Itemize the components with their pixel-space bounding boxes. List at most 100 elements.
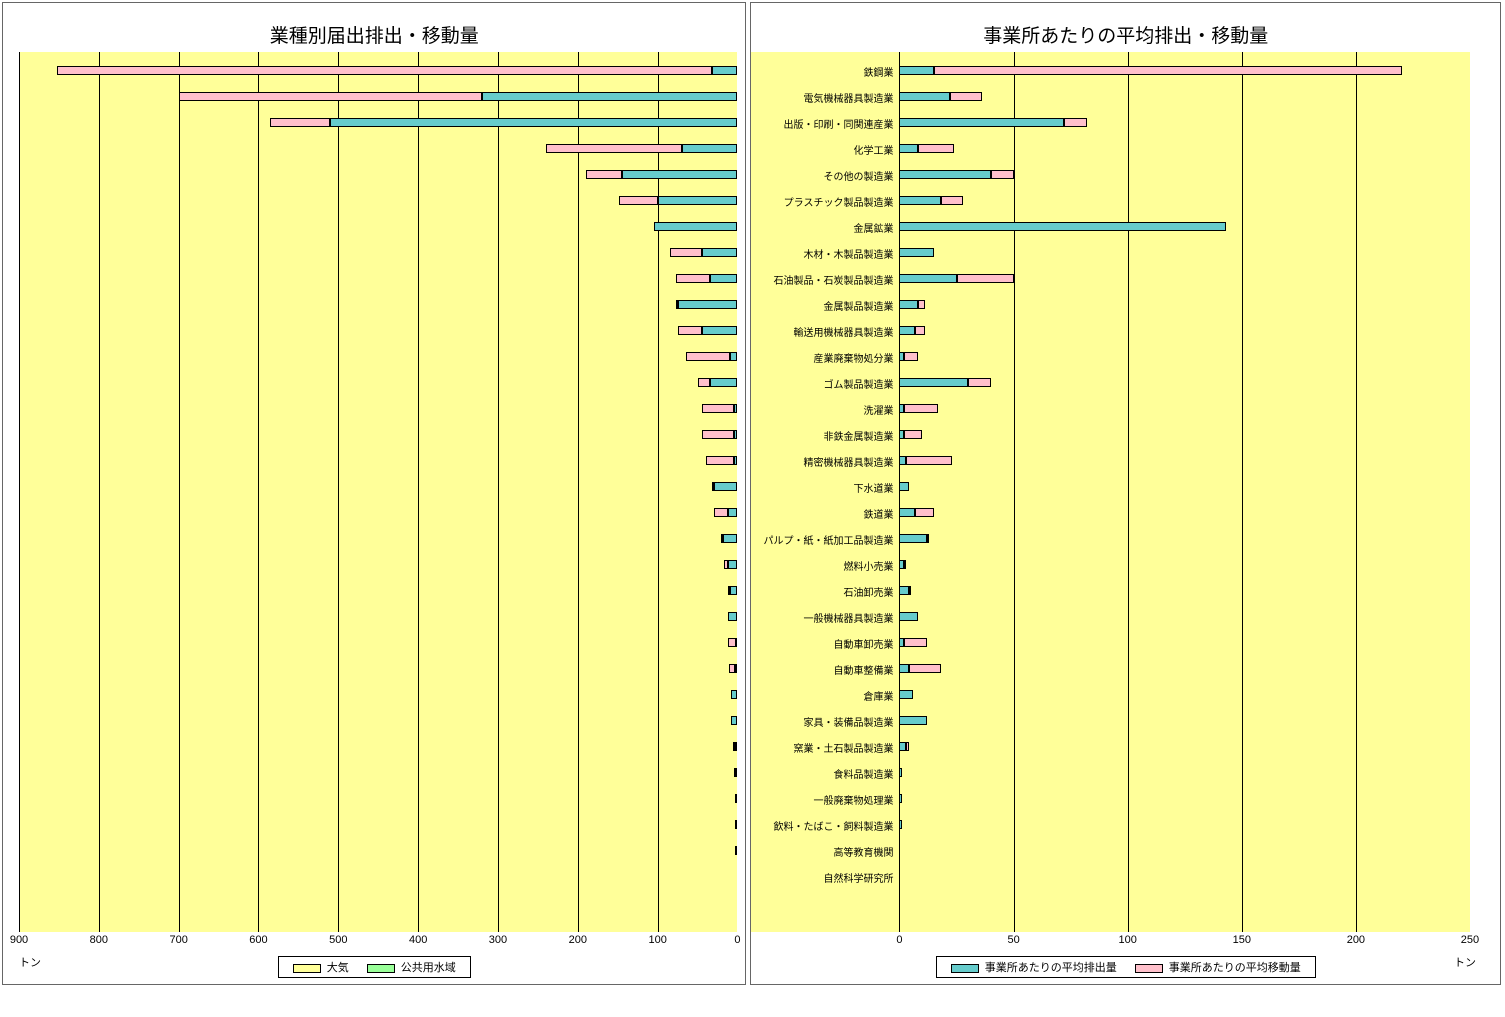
chart-row: 石油製品・石炭製品製造業 [751,274,1470,284]
chart-row: 電気機械器具製造業 [751,92,1470,102]
bar-emission [735,664,737,673]
bar-emission [714,482,738,491]
chart-row: 家具・装備品製造業 [751,716,1470,726]
right-x-axis: トン 050100150200250 [751,932,1470,952]
category-label: 食料品製造業 [751,766,899,781]
bar-avg-emission [899,586,908,595]
x-tick: 900 [10,934,28,946]
bar-transfer [734,768,736,777]
category-label: 輸送用機械器具製造業 [751,324,899,339]
category-label: その他の製造業 [751,168,899,183]
bar-emission [712,66,738,75]
bar-avg-emission [899,742,906,751]
x-tick: 50 [1007,934,1019,946]
chart-row: パルプ・紙・紙加工品製造業 [751,534,1470,544]
category-label: 金属製品製造業 [751,298,899,313]
chart-row [19,300,737,310]
bar-avg-emission [899,66,933,75]
bar-emission [728,612,738,621]
chart-row: 洗濯業 [751,404,1470,414]
category-label: 産業廃棄物処分業 [751,350,899,365]
chart-row [19,92,737,102]
left-chart-title: 業種別届出排出・移動量 [3,3,745,52]
left-plot-area [19,52,737,932]
bar-transfer [724,560,728,569]
chart-row: 石油卸売業 [751,586,1470,596]
bar-avg-transfer [909,664,941,673]
category-label: 鉄道業 [751,506,899,521]
chart-row: 木材・木製品製造業 [751,248,1470,258]
bar-avg-transfer [915,508,933,517]
x-tick: 600 [249,934,267,946]
chart-row [19,664,737,674]
bar-transfer [546,144,682,153]
x-tick: 300 [489,934,507,946]
chart-row [19,326,737,336]
bar-transfer [686,352,730,361]
x-tick: 0 [896,934,902,946]
bar-avg-transfer [909,586,911,595]
chart-row [19,222,737,232]
chart-row [19,534,737,544]
x-tick: 100 [1118,934,1136,946]
bar-avg-emission [899,222,1225,231]
bar-emission [734,456,738,465]
chart-row [19,742,737,752]
right-chart-panel: 事業所あたりの平均排出・移動量 鉄鋼業電気機械器具製造業出版・印刷・同関連産業化… [750,2,1501,985]
bar-emission [723,534,737,543]
bar-avg-emission [899,300,917,309]
x-tick: 0 [734,934,740,946]
bar-avg-emission [899,118,1063,127]
chart-row [19,352,737,362]
bar-avg-emission [899,768,901,777]
category-label: 倉庫業 [751,688,899,703]
bar-emission [702,326,738,335]
category-label: 電気機械器具製造業 [751,90,899,105]
bar-avg-emission [899,170,990,179]
category-label: 石油卸売業 [751,584,899,599]
chart-row: 高等教育機関 [751,846,1470,856]
category-label: 下水道業 [751,480,899,495]
category-label: 家具・装備品製造業 [751,714,899,729]
category-label: 燃料小売業 [751,558,899,573]
bar-avg-transfer [915,326,924,335]
chart-row [19,716,737,726]
bar-avg-emission [899,534,926,543]
bar-avg-emission [899,144,917,153]
category-label: 木材・木製品製造業 [751,246,899,261]
bar-avg-transfer [904,560,906,569]
legend-item: 公共用水域 [367,959,456,975]
chart-row: 飲料・たばこ・飼料製造業 [751,820,1470,830]
bar-avg-transfer [918,144,955,153]
bar-avg-emission [899,92,949,101]
bar-avg-transfer [927,534,929,543]
legend-swatch [293,964,321,973]
chart-row [19,638,737,648]
category-label: 自動車整備業 [751,662,899,677]
legend-label: 大気 [327,962,349,974]
bar-avg-emission [899,196,940,205]
chart-row [19,872,737,882]
bar-transfer [586,170,622,179]
x-tick: 250 [1461,934,1479,946]
category-label: 鉄鋼業 [751,64,899,79]
bar-avg-transfer [1064,118,1087,127]
chart-row [19,118,737,128]
chart-row: ゴム製品製造業 [751,378,1470,388]
bar-transfer [721,534,723,543]
chart-row [19,560,737,570]
chart-row: 非鉄金属製造業 [751,430,1470,440]
bar-avg-transfer [906,456,952,465]
chart-row: 倉庫業 [751,690,1470,700]
category-label: パルプ・紙・紙加工品製造業 [751,532,899,547]
chart-row [19,430,737,440]
category-label: 一般廃棄物処理業 [751,792,899,807]
category-label: 一般機械器具製造業 [751,610,899,625]
bar-avg-transfer [957,274,1014,283]
bar-avg-transfer [904,404,938,413]
chart-row [19,404,737,414]
bar-avg-transfer [904,430,922,439]
bar-transfer [676,274,710,283]
bar-transfer [728,586,730,595]
bar-avg-transfer [934,66,1402,75]
